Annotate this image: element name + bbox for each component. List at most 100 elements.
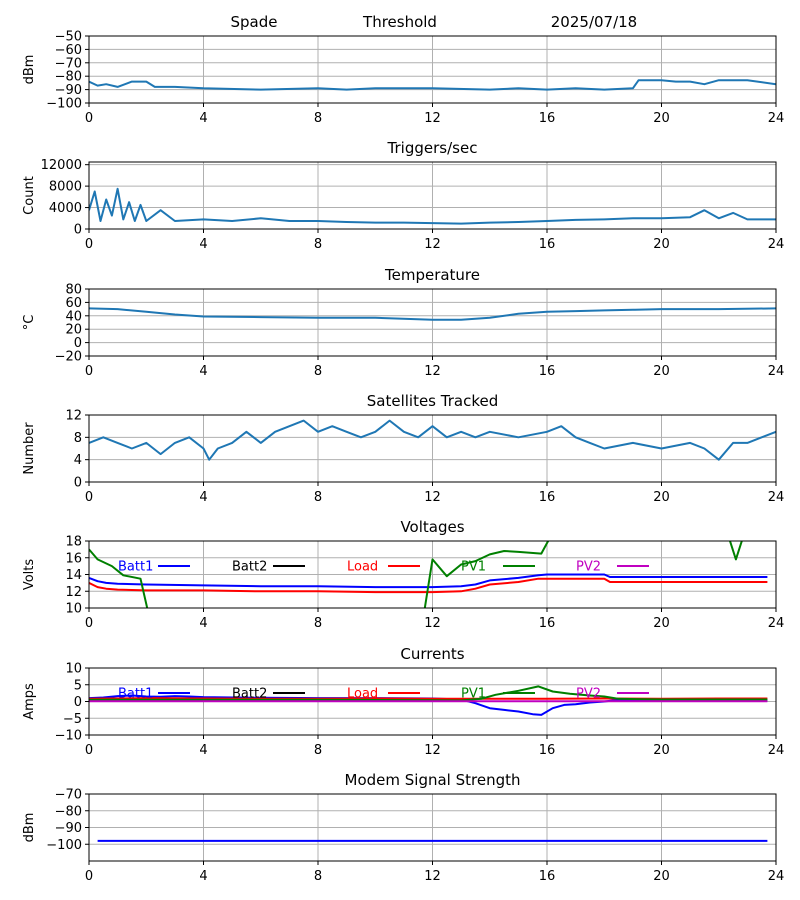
y-tick-label: −90 xyxy=(55,821,82,836)
x-tick-label: 16 xyxy=(539,869,556,884)
panel-title: Modem Signal Strength xyxy=(345,771,521,789)
y-axis-label: °C xyxy=(22,315,37,331)
x-tick-label: 12 xyxy=(424,616,441,631)
x-tick-label: 20 xyxy=(653,490,670,505)
x-tick-label: 0 xyxy=(85,237,93,252)
legend-label: Batt1 xyxy=(118,560,153,575)
x-tick-label: 24 xyxy=(768,364,785,379)
y-tick-label: −100 xyxy=(46,838,82,853)
y-tick-label: 18 xyxy=(65,535,82,550)
x-tick-label: 16 xyxy=(539,237,556,252)
x-tick-label: 4 xyxy=(199,869,207,884)
legend-entry-batt2: Batt2 xyxy=(232,687,305,702)
x-tick-label: 20 xyxy=(653,869,670,884)
x-tick-label: 0 xyxy=(85,616,93,631)
y-tick-label: −70 xyxy=(55,788,82,803)
y-axis-label: Amps xyxy=(22,683,37,720)
y-tick-label: 5 xyxy=(74,678,82,693)
series-line-triggers xyxy=(89,187,776,225)
legend-label: Batt2 xyxy=(232,687,267,702)
x-tick-label: 0 xyxy=(85,869,93,884)
x-tick-label: 8 xyxy=(314,111,322,126)
x-tick-label: 20 xyxy=(653,111,670,126)
y-axis-label: dBm xyxy=(22,813,37,843)
x-tick-label: 24 xyxy=(768,616,785,631)
x-tick-label: 8 xyxy=(314,237,322,252)
x-tick-label: 24 xyxy=(768,869,785,884)
legend-label: Batt2 xyxy=(232,560,267,575)
legend-label: Load xyxy=(347,687,378,702)
y-tick-label: 8000 xyxy=(49,180,82,195)
x-tick-label: 12 xyxy=(424,490,441,505)
panel-title: Temperature xyxy=(384,266,480,284)
x-tick-label: 4 xyxy=(199,237,207,252)
x-tick-label: 24 xyxy=(768,490,785,505)
panel-satellites: 0 4 8 12 16 20 24 0 4 8 12 Satellites Tracked Number xyxy=(22,392,784,505)
x-tick-label: 0 xyxy=(85,364,93,379)
panel-title: Currents xyxy=(400,645,464,663)
y-tick-label: 12000 xyxy=(41,158,82,173)
x-tick-label: 0 xyxy=(85,743,93,758)
y-tick-label: −80 xyxy=(55,804,82,819)
legend-label: PV1 xyxy=(461,687,486,702)
legend-label: Batt1 xyxy=(118,687,153,702)
x-tick-label: 4 xyxy=(199,616,207,631)
y-tick-label: −20 xyxy=(55,350,82,365)
x-tick-label: 24 xyxy=(768,237,785,252)
x-tick-label: 8 xyxy=(314,616,322,631)
figure-header: Spade Threshold 2025/07/18 xyxy=(231,13,638,31)
y-tick-label: 0 xyxy=(74,476,82,491)
x-tick-label: 12 xyxy=(424,743,441,758)
x-tick-label: 8 xyxy=(314,364,322,379)
x-tick-label: 4 xyxy=(199,743,207,758)
x-tick-label: 24 xyxy=(768,111,785,126)
legend-label: PV1 xyxy=(461,560,486,575)
x-tick-label: 4 xyxy=(199,111,207,126)
y-tick-label: 10 xyxy=(65,662,82,677)
x-tick-label: 12 xyxy=(424,111,441,126)
y-tick-label: 4 xyxy=(74,453,82,468)
y-tick-label: 4000 xyxy=(49,201,82,216)
series-line-load xyxy=(89,577,768,594)
x-tick-label: 16 xyxy=(539,111,556,126)
legend-entry-load: Load xyxy=(347,560,420,575)
y-tick-label: 20 xyxy=(65,323,82,338)
panel-triggers: 0 4 8 12 16 20 24 0 4000 8000 12000 Triggers/sec Cou… xyxy=(22,139,784,252)
x-tick-label: 16 xyxy=(539,616,556,631)
y-tick-label: −50 xyxy=(55,30,82,45)
x-tick-label: 12 xyxy=(424,364,441,379)
series-line-satellites xyxy=(89,419,776,461)
y-tick-label: 14 xyxy=(65,568,82,583)
y-tick-label: −90 xyxy=(55,83,82,98)
y-tick-label: 16 xyxy=(65,551,82,566)
x-tick-label: 4 xyxy=(199,490,207,505)
y-tick-label: 12 xyxy=(65,409,82,424)
x-tick-label: 20 xyxy=(653,364,670,379)
y-tick-label: 80 xyxy=(65,283,82,298)
x-tick-label: 20 xyxy=(653,237,670,252)
y-tick-label: 40 xyxy=(65,309,82,324)
legend-entry-pv2: PV2 xyxy=(576,560,649,575)
legend-label: PV2 xyxy=(576,560,601,575)
x-tick-label: 20 xyxy=(653,616,670,631)
y-axis-label: Number xyxy=(22,422,37,475)
x-tick-label: 8 xyxy=(314,743,322,758)
panel-currents: 0 4 8 12 16 20 24 −10 −5 0 510 Currents Amps Batt1 Bat… xyxy=(22,645,784,758)
legend-entry-pv2: PV2 xyxy=(576,687,649,702)
panel-title: Satellites Tracked xyxy=(367,392,498,410)
series-line-temperature xyxy=(89,307,776,321)
legend-label: PV2 xyxy=(576,687,601,702)
legend-entry-pv1: PV1 xyxy=(461,560,535,575)
x-tick-label: 8 xyxy=(314,490,322,505)
y-tick-label: 0 xyxy=(74,695,82,710)
x-tick-label: 4 xyxy=(199,364,207,379)
y-tick-label: 0 xyxy=(74,223,82,238)
series-line-pv1 xyxy=(89,685,768,702)
series-line-batt1 xyxy=(89,573,768,589)
x-tick-label: 12 xyxy=(424,237,441,252)
y-axis-label: Count xyxy=(22,176,37,215)
